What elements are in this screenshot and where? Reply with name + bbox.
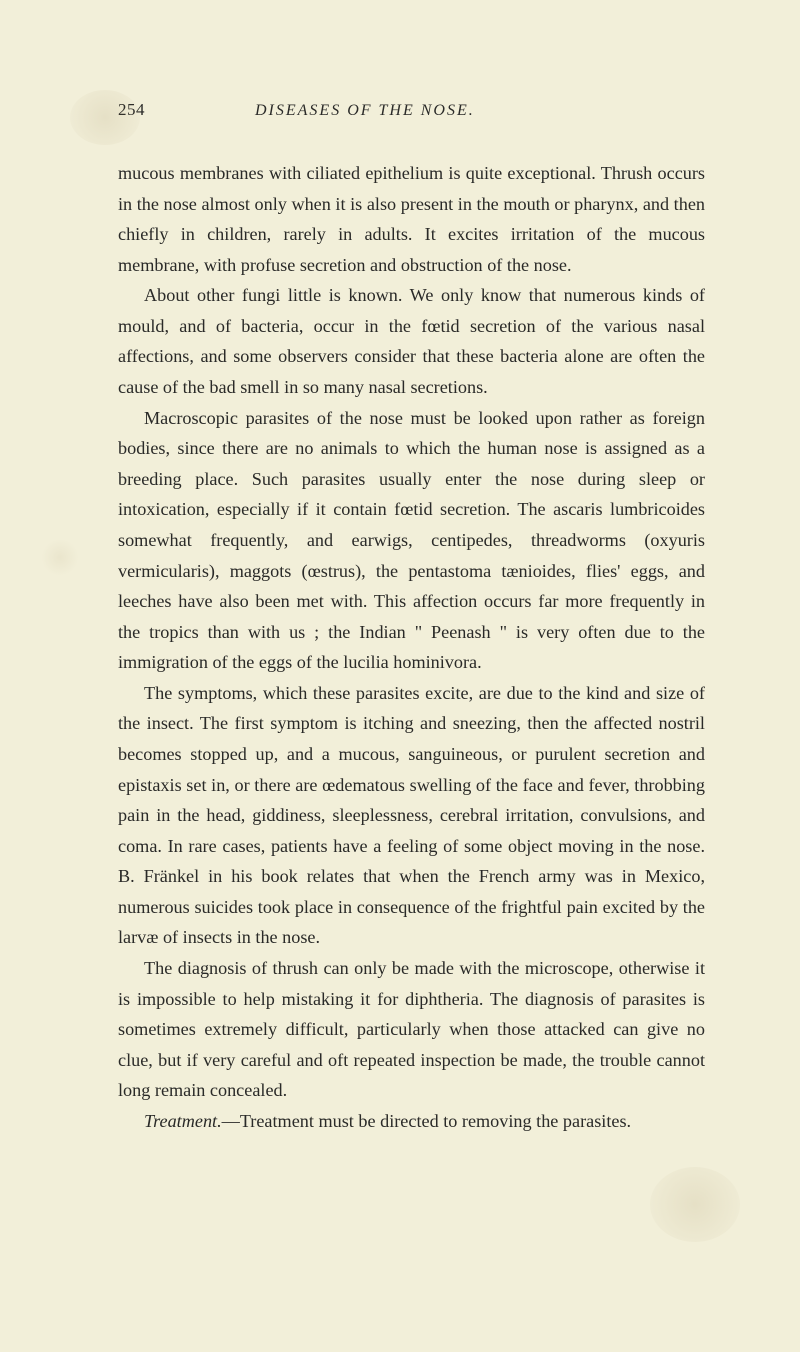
treatment-label: Treatment. (144, 1111, 222, 1131)
treatment-text: —Treatment must be directed to removing … (222, 1111, 631, 1131)
running-title: DISEASES OF THE NOSE. (255, 102, 475, 120)
page-container: 254 DISEASES OF THE NOSE. mucous membran… (0, 0, 800, 1217)
paragraph: mucous membranes with ciliated epitheliu… (118, 158, 705, 280)
paragraph: Macroscopic parasites of the nose must b… (118, 403, 705, 678)
paragraph: About other fungi little is known. We on… (118, 280, 705, 402)
body-text: mucous membranes with ciliated epitheliu… (118, 158, 705, 1137)
paragraph-treatment: Treatment.—Treatment must be directed to… (118, 1106, 705, 1137)
paragraph: The symptoms, which these parasites exci… (118, 678, 705, 953)
page-header: 254 DISEASES OF THE NOSE. (118, 100, 705, 120)
paragraph: The diagnosis of thrush can only be made… (118, 953, 705, 1106)
page-number: 254 (118, 100, 145, 120)
